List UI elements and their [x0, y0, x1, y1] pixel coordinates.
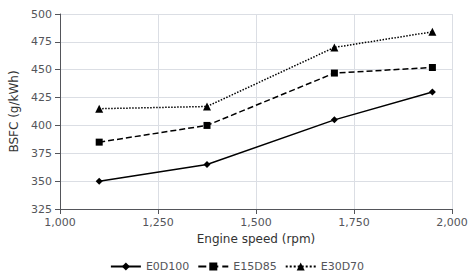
svg-text:1,500: 1,500 — [240, 216, 272, 229]
svg-text:2,000: 2,000 — [436, 216, 468, 229]
svg-text:BSFC (g/kWh): BSFC (g/kWh) — [7, 70, 21, 152]
svg-text:E30D70: E30D70 — [321, 260, 364, 273]
svg-text:325: 325 — [31, 203, 52, 216]
svg-text:500: 500 — [31, 8, 52, 21]
svg-text:Engine speed (rpm): Engine speed (rpm) — [197, 232, 316, 246]
svg-text:1,750: 1,750 — [338, 216, 370, 229]
svg-text:375: 375 — [31, 147, 52, 160]
svg-text:350: 350 — [31, 175, 52, 188]
svg-text:475: 475 — [31, 35, 52, 48]
svg-text:E15D85: E15D85 — [233, 260, 276, 273]
svg-text:400: 400 — [31, 119, 52, 132]
svg-text:E0D100: E0D100 — [146, 260, 189, 273]
svg-text:1,250: 1,250 — [142, 216, 174, 229]
svg-text:425: 425 — [31, 91, 52, 104]
svg-text:1,000: 1,000 — [44, 216, 76, 229]
svg-text:450: 450 — [31, 63, 52, 76]
